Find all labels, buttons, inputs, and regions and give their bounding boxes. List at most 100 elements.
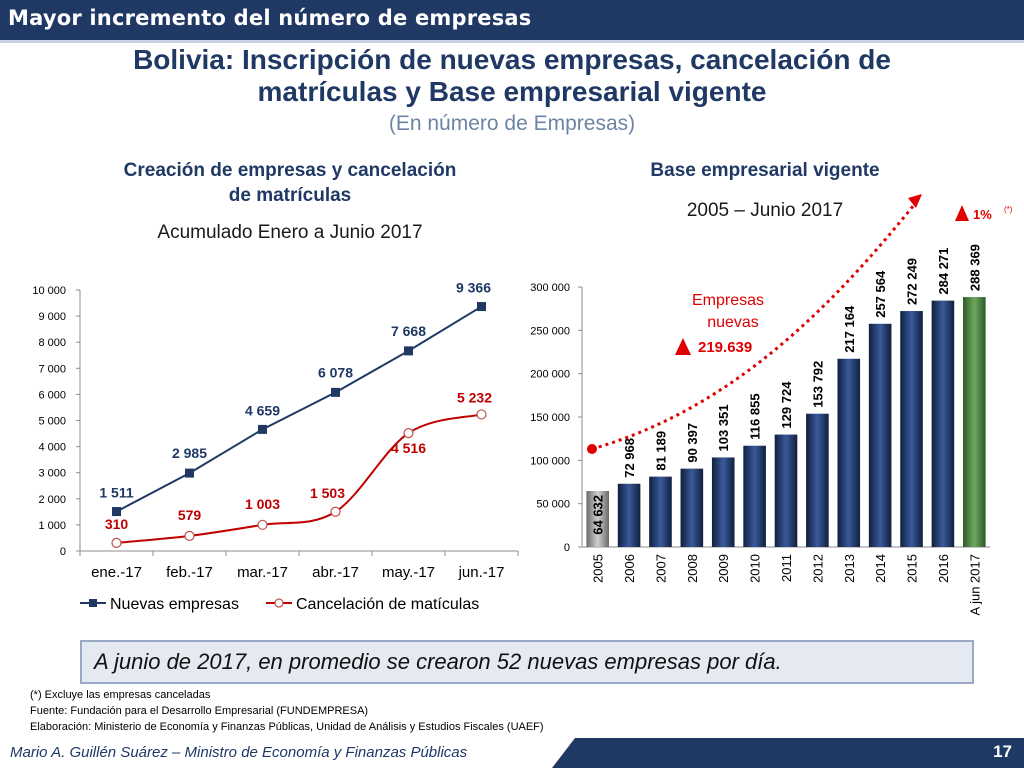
bar-x-tick-label: 2007 [653, 554, 668, 583]
new-companies-label-line1: Empresas [692, 292, 764, 309]
bar-x-tick-label: 2015 [905, 554, 920, 583]
line-y-tick-label: 6 000 [38, 389, 66, 401]
bar-value-label: 81 189 [653, 431, 668, 471]
bar-2014 [868, 323, 892, 547]
bar-value-label: 103 351 [716, 404, 731, 451]
left-chart-title-line2: de matrículas [228, 185, 352, 206]
bar-a-jun-2017 [963, 297, 986, 547]
page-title: Bolivia: Inscripción de nuevas empresas,… [0, 44, 1024, 108]
bar-x-tick-label: 2005 [591, 554, 606, 583]
line-x-tick-label: abr.-17 [312, 564, 359, 581]
line-y-tick-label: 10 000 [32, 285, 66, 297]
line-y-tick-label: 0 [60, 546, 66, 558]
series-cancelacion-label: 1 003 [245, 496, 280, 512]
bar-y-tick-label: 300 000 [530, 282, 570, 294]
footer-author: Mario A. Guillén Suárez – Ministro de Ec… [10, 744, 468, 761]
bar-2016 [931, 300, 955, 547]
legend-cancelacion-label: Cancelación de matículas [296, 596, 479, 613]
line-x-tick-label: may.-17 [382, 564, 435, 581]
bar-y-tick-label: 100 000 [530, 455, 570, 467]
bar-y-tick-label: 250 000 [530, 325, 570, 337]
bar-x-tick-label: 2016 [936, 554, 951, 583]
bar-2015 [900, 311, 923, 547]
growth-curve [591, 199, 920, 451]
left-chart-title: Creación de empresas y cancelación de ma… [50, 158, 530, 208]
bar-2011 [774, 434, 798, 547]
bar-2012 [806, 413, 829, 547]
bar-x-tick-label: 2012 [810, 554, 825, 583]
line-y-tick-label: 5 000 [38, 416, 66, 428]
page-title-line1: Bolivia: Inscripción de nuevas empresas,… [133, 44, 891, 75]
section-title: Mayor incremento del número de empresas [8, 6, 532, 30]
new-companies-up-arrow [675, 338, 691, 355]
legend-nuevas-marker [89, 599, 97, 607]
series-nuevas-label: 9 366 [456, 280, 491, 296]
footnote-elaboration: Elaboración: Ministerio de Economía y Fi… [30, 721, 544, 733]
series-nuevas-marker [404, 346, 413, 356]
bar-x-tick-label: 2008 [685, 554, 700, 583]
series-nuevas-marker [112, 507, 121, 517]
legend-nuevas-label: Nuevas empresas [110, 596, 239, 613]
series-cancelacion-marker [476, 409, 487, 420]
bar-x-tick-label: 2014 [873, 554, 888, 583]
line-y-tick-label: 9 000 [38, 311, 66, 323]
series-nuevas-label: 6 078 [318, 364, 353, 380]
page-title-line2: matrículas y Base empresarial vigente [257, 76, 767, 107]
bar-value-label: 72 968 [622, 438, 637, 478]
line-y-tick-label: 8 000 [38, 337, 66, 349]
series-nuevas-marker [185, 468, 194, 478]
series-nuevas-label: 4 659 [245, 402, 280, 418]
series-cancelacion-label: 4 516 [391, 440, 426, 456]
bar-2006 [617, 483, 641, 547]
bar-value-label: 284 271 [936, 248, 951, 295]
bar-2008 [680, 468, 704, 547]
footnote-source: Fuente: Fundación para el Desarrollo Emp… [30, 705, 369, 717]
bar-2010 [743, 445, 766, 547]
bar-y-tick-label: 200 000 [530, 369, 570, 381]
line-y-tick-label: 3 000 [38, 468, 66, 480]
bar-x-tick-label: 2010 [748, 554, 763, 583]
bar-x-tick-label: 2013 [842, 554, 857, 583]
bar-y-tick-label: 50 000 [536, 499, 570, 511]
new-companies-label-line2: nuevas [707, 314, 759, 331]
line-y-tick-label: 2 000 [38, 494, 66, 506]
bar-value-label: 90 397 [685, 423, 700, 463]
footer-tab [0, 738, 575, 768]
bar-2007 [649, 476, 672, 547]
left-chart-title-line1: Creación de empresas y cancelación [123, 160, 457, 181]
bar-x-tick-label: 2006 [622, 554, 637, 583]
right-chart-title: Base empresarial vigente [650, 160, 880, 181]
bar-value-label: 64 632 [591, 495, 606, 535]
footnote-note: (*) Excluye las empresas canceladas [30, 689, 211, 701]
bar-2005 [586, 490, 609, 547]
series-cancelacion-marker [403, 428, 414, 439]
new-companies-value: 219.639 [698, 339, 752, 356]
series-cancelacion-label: 1 503 [310, 485, 345, 501]
bar-y-tick-label: 150 000 [530, 412, 570, 424]
header-divider [0, 40, 1024, 43]
bar-value-label: 257 564 [873, 270, 888, 318]
growth-curve-start [587, 443, 597, 454]
bar-x-tick-label: A jun 2017 [967, 554, 982, 615]
line-y-tick-label: 1 000 [38, 520, 66, 532]
line-x-tick-label: jun.-17 [458, 564, 505, 581]
summary-text: A junio de 2017, en promedio se crearon … [94, 649, 782, 674]
series-cancelacion-label: 5 232 [457, 389, 492, 405]
series-cancelacion-marker [330, 506, 341, 517]
right-chart-subtitle: 2005 – Junio 2017 [686, 200, 844, 221]
growth-value: 1% [973, 207, 992, 222]
series-nuevas-label: 1 511 [99, 485, 133, 501]
line-x-tick-label: ene.-17 [91, 564, 142, 581]
bar-x-tick-label: 2009 [716, 554, 731, 583]
header-bar [0, 0, 1024, 40]
bar-value-label: 272 249 [905, 258, 920, 305]
series-cancelacion-marker [257, 519, 268, 530]
line-y-tick-label: 4 000 [38, 442, 66, 454]
bar-value-label: 153 792 [810, 361, 825, 408]
series-cancelacion-label: 579 [178, 507, 202, 523]
bar-2013 [837, 358, 861, 547]
series-cancelacion-marker [111, 537, 122, 549]
page-number: 17 [993, 742, 1012, 761]
bar-value-label: 116 855 [748, 393, 763, 439]
summary-box: A junio de 2017, en promedio se crearon … [80, 640, 974, 684]
